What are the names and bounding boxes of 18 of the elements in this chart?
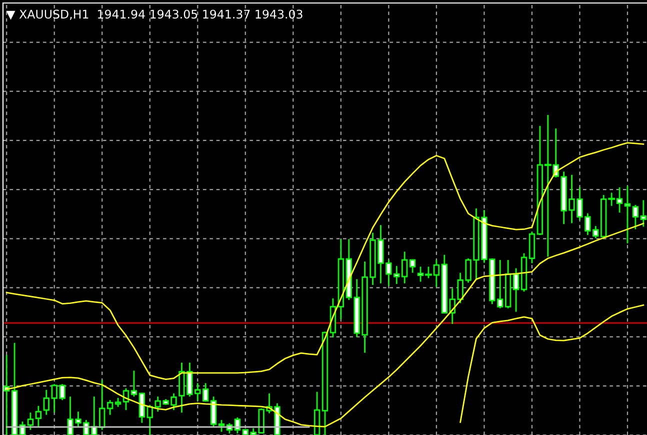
candlestick (402, 250, 408, 284)
candlestick (624, 185, 631, 244)
candlestick (409, 258, 416, 274)
candlestick (35, 405, 42, 428)
candlestick (99, 379, 106, 431)
candlestick (632, 204, 639, 230)
candlestick (130, 370, 138, 398)
candlestick (43, 389, 50, 416)
candlestick (202, 382, 209, 402)
candlestick (106, 399, 114, 416)
chart-title: ▼ XAUUSD,H1 1941.94 1943.05 1941.37 1943.03 (6, 10, 302, 20)
candlestick (218, 419, 225, 432)
candlestick (27, 412, 34, 431)
candlestick (210, 396, 217, 428)
candlestick (234, 416, 241, 434)
candlestick (138, 392, 145, 424)
candlestick (640, 199, 646, 228)
candlestick (512, 268, 520, 312)
